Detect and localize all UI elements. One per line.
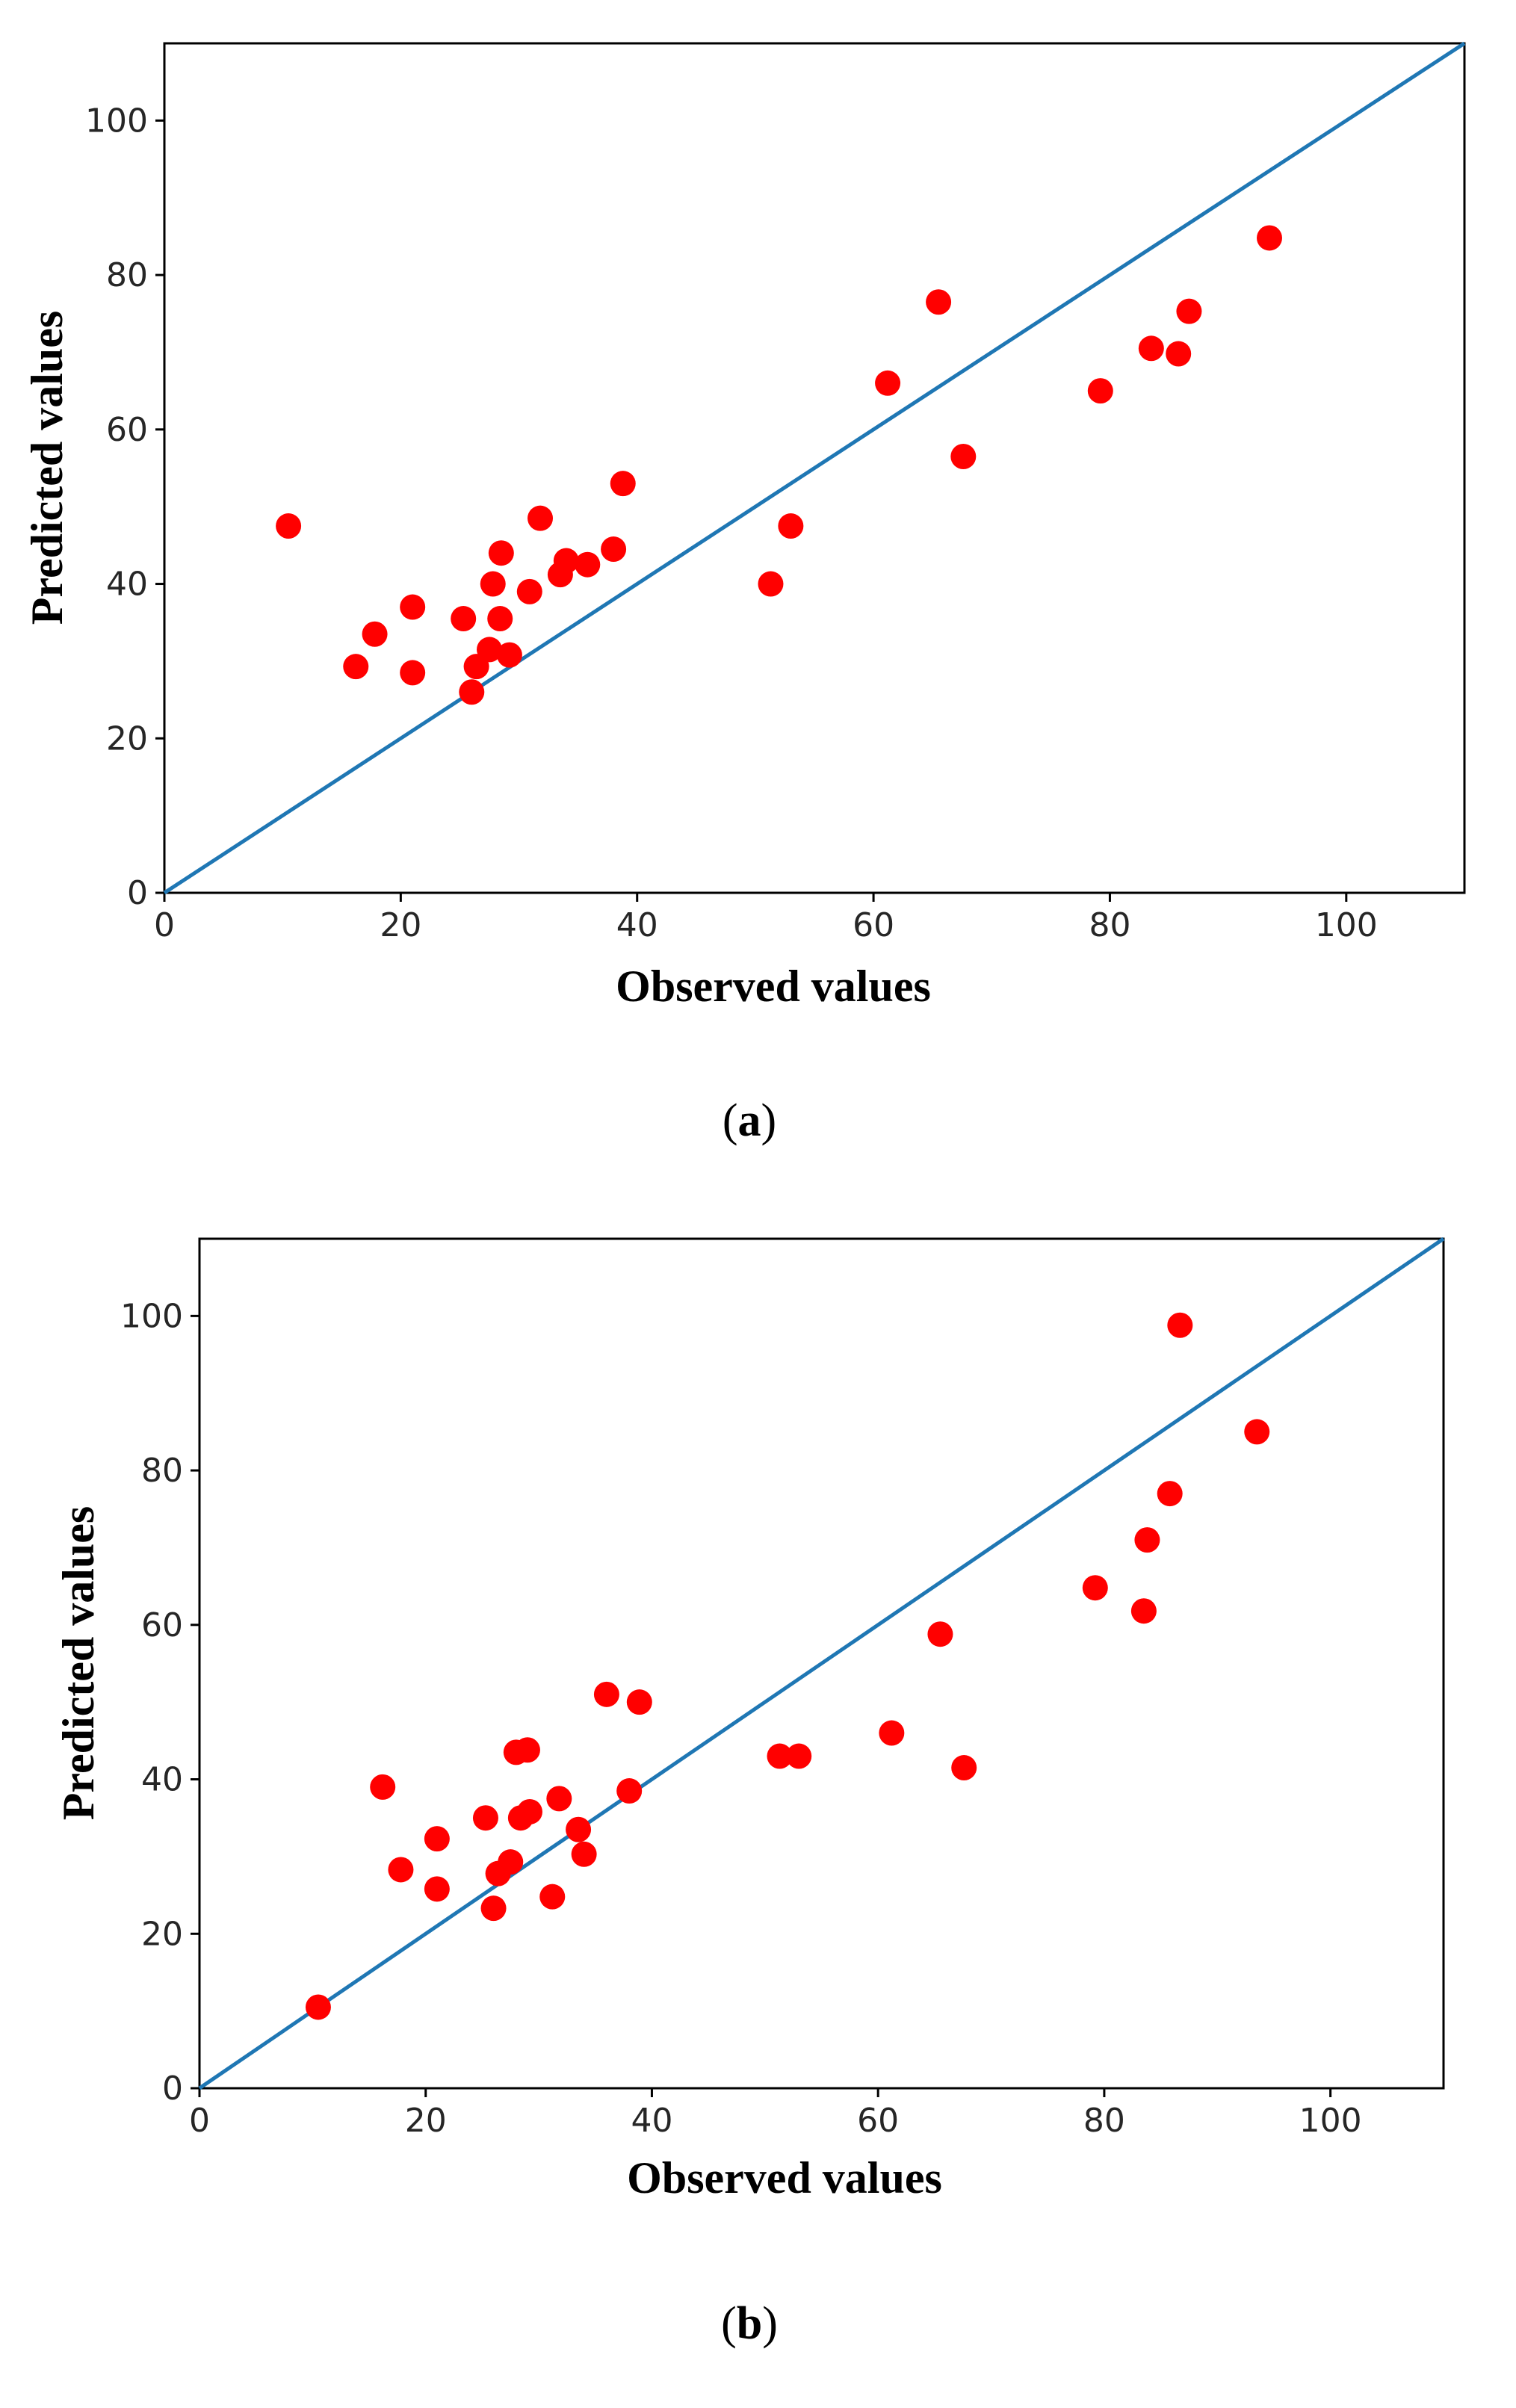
data-point [424, 1826, 450, 1852]
data-point [571, 1841, 597, 1867]
data-point [516, 1798, 542, 1824]
data-point [480, 571, 506, 597]
data-point [1167, 1312, 1193, 1338]
x-tick-label: 100 [1315, 906, 1378, 944]
panel-label-a: a [738, 1095, 761, 1146]
plot-area-frame [163, 42, 1466, 894]
data-point [388, 1857, 414, 1883]
x-tick-label: 60 [857, 2102, 899, 2140]
y-tick-label: 80 [141, 1452, 183, 1490]
data-point [343, 654, 369, 680]
y-tick-label: 20 [106, 719, 148, 758]
data-point [400, 594, 426, 620]
x-tick-label: 60 [853, 906, 894, 944]
data-point [778, 513, 804, 539]
data-point [1166, 341, 1192, 367]
scatter-points [305, 1312, 1270, 2020]
y-tick-label: 40 [141, 1761, 183, 1799]
x-tick-label: 20 [380, 906, 421, 944]
data-point [276, 513, 302, 539]
chart-panel-a: 0 20 40 60 80 100 0 20 40 60 80 100 Observed values… [22, 41, 1466, 1146]
y-tick-label: 100 [120, 1297, 183, 1335]
y-tick-label: 60 [141, 1606, 183, 1644]
data-point [1176, 298, 1202, 324]
axis-ticks: 0 20 40 60 80 100 0 20 40 60 80 100 [85, 102, 1378, 944]
data-point [1082, 1575, 1108, 1601]
data-point [362, 621, 388, 647]
data-point [616, 1778, 643, 1804]
data-point [1087, 378, 1113, 404]
data-point [950, 443, 977, 469]
data-point [305, 1994, 331, 2020]
y-tick-label: 20 [141, 1915, 183, 1953]
y-tick-label: 40 [106, 566, 148, 604]
data-point [758, 571, 784, 597]
identity-line [163, 41, 1466, 895]
data-point [424, 1876, 450, 1902]
data-point [488, 540, 514, 566]
data-point [539, 1884, 566, 1910]
data-point [1157, 1481, 1183, 1507]
data-point [472, 1805, 498, 1831]
data-point [498, 1849, 524, 1875]
data-point [370, 1774, 396, 1800]
data-point [593, 1681, 619, 1707]
data-point [459, 679, 485, 705]
data-point [514, 1737, 540, 1763]
data-point [601, 536, 627, 563]
y-axis-title: Predicted values [22, 311, 72, 625]
identity-line [198, 1237, 1445, 2090]
y-axis-title: Predicted values [54, 1506, 103, 1821]
data-point [951, 1755, 977, 1781]
y-tick-label: 80 [106, 256, 148, 294]
x-tick-label: 80 [1089, 906, 1130, 944]
data-point [767, 1743, 793, 1769]
data-point [875, 370, 901, 396]
panel-label-b: b [737, 2298, 762, 2349]
x-tick-label: 40 [631, 2102, 672, 2140]
data-point [1130, 1598, 1157, 1624]
data-point [487, 606, 513, 632]
data-point [527, 505, 554, 531]
data-point [477, 637, 502, 663]
data-point [496, 642, 522, 668]
data-point [1138, 335, 1164, 362]
data-point [926, 289, 952, 315]
data-point [626, 1689, 652, 1715]
y-tick-label: 0 [127, 874, 148, 912]
data-point [1134, 1527, 1160, 1553]
x-tick-label: 0 [189, 2102, 210, 2140]
x-axis-title: Observed values [616, 962, 931, 1011]
data-point [546, 1786, 572, 1812]
data-point [516, 578, 542, 604]
data-point [451, 606, 477, 632]
data-point [1244, 1419, 1270, 1445]
data-point [575, 551, 601, 578]
scatter-points [276, 225, 1282, 705]
data-point [879, 1720, 905, 1746]
x-tick-label: 100 [1299, 2102, 1362, 2140]
x-tick-label: 20 [405, 2102, 447, 2140]
x-tick-label: 40 [616, 906, 658, 944]
x-tick-label: 80 [1083, 2102, 1125, 2140]
data-point [1257, 225, 1282, 251]
data-point [400, 660, 426, 686]
panel-caption-a: (a) [723, 1095, 776, 1146]
data-point [553, 548, 579, 574]
plot-area-frame [198, 1237, 1445, 2090]
x-tick-label: 0 [154, 906, 175, 944]
y-tick-label: 100 [85, 102, 148, 140]
panel-caption-b: (b) [721, 2298, 778, 2349]
data-point [566, 1816, 592, 1842]
chart-panel-b: 0 20 40 60 80 100 0 20 40 60 80 100 Observed values… [54, 1237, 1445, 2349]
axis-ticks: 0 20 40 60 80 100 0 20 40 60 80 100 [120, 1297, 1362, 2140]
y-tick-label: 0 [162, 2070, 183, 2108]
x-axis-title: Observed values [627, 2153, 942, 2203]
data-point [786, 1743, 812, 1769]
data-point [610, 471, 636, 497]
y-tick-label: 60 [106, 411, 148, 449]
data-point [927, 1621, 953, 1647]
data-point [480, 1895, 507, 1922]
